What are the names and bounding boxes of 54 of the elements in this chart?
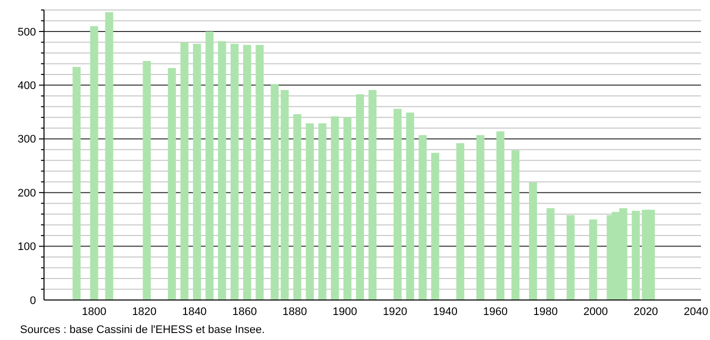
bar — [218, 41, 226, 300]
bar — [280, 90, 289, 300]
x-tick-label: 1920 — [382, 306, 408, 318]
bar — [476, 135, 484, 300]
y-tick-label: 400 — [18, 80, 36, 92]
source-note: Sources : base Cassini de l'EHESS et base Insee. — [20, 324, 265, 336]
x-tick-label: 1880 — [282, 306, 308, 318]
bar — [243, 44, 252, 300]
bar — [431, 152, 440, 300]
bar — [456, 143, 464, 300]
bar — [306, 123, 314, 300]
bar — [368, 90, 377, 300]
x-tick-label: 2020 — [634, 306, 658, 318]
bar — [406, 112, 414, 300]
bar — [566, 215, 575, 300]
bar — [589, 219, 598, 300]
bar — [356, 94, 364, 300]
bar — [256, 44, 264, 300]
x-tick-label: 1800 — [82, 306, 106, 318]
bar — [180, 42, 188, 300]
bar — [72, 66, 81, 300]
bar — [528, 182, 537, 300]
y-tick-label: 100 — [18, 241, 36, 254]
x-tick-label: 1960 — [483, 306, 508, 318]
x-tick-label: 1980 — [533, 306, 558, 318]
bar — [330, 116, 339, 300]
bar — [230, 44, 239, 300]
y-tick-label: 200 — [18, 187, 36, 200]
y-tick-label: 0 — [30, 294, 36, 307]
x-tick-label: 1840 — [182, 306, 207, 318]
x-tick-label: 2040 — [684, 306, 708, 318]
bar — [192, 44, 201, 300]
x-tick-label: 1940 — [432, 306, 458, 318]
bar — [496, 131, 504, 300]
bar — [142, 61, 151, 300]
bar — [105, 12, 114, 300]
x-tick-label: 1860 — [232, 306, 257, 318]
bar — [168, 68, 176, 300]
bar — [293, 114, 302, 300]
x-tick-label: 1820 — [132, 306, 157, 318]
bar — [343, 117, 352, 300]
bar — [632, 210, 640, 300]
x-tick-label: 2000 — [583, 306, 608, 318]
bar — [418, 135, 427, 300]
bar — [511, 150, 520, 300]
bar — [90, 26, 98, 300]
bar — [318, 123, 326, 300]
bar — [394, 108, 402, 300]
bar — [270, 84, 279, 300]
bar — [205, 31, 214, 300]
x-tick-label: 1900 — [332, 306, 358, 318]
y-tick-label: 300 — [18, 134, 36, 146]
y-tick-label: 500 — [18, 26, 36, 38]
bar — [546, 208, 555, 300]
